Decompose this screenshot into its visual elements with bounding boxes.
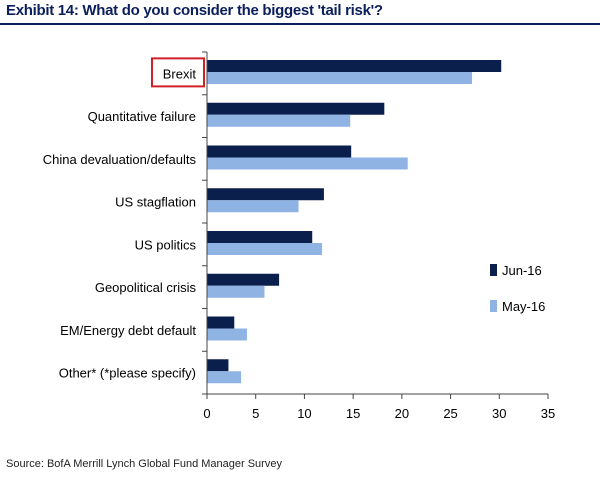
bar-jun16-5	[207, 231, 313, 243]
bar-jun16-8	[207, 359, 229, 372]
source-note: Source: BofA Merrill Lynch Global Fund M…	[6, 458, 282, 470]
x-tick-label: 30	[492, 406, 506, 421]
legend-swatch-may16	[490, 300, 497, 312]
bar-may16-1	[207, 72, 473, 84]
category-labels: Brexit Quantitative failure China devaluat…	[43, 57, 205, 381]
bar-may16-6	[207, 285, 265, 298]
bar-jun16-3	[207, 145, 352, 158]
bar-chart: Brexit Quantitative failure China devaluat…	[43, 51, 555, 421]
x-tick-label: 35	[541, 406, 555, 421]
title-rule	[0, 23, 600, 25]
category-label: US stagflation	[115, 195, 196, 210]
bar-may16-3	[207, 157, 408, 170]
bar-jun16-6	[207, 273, 280, 286]
x-tick-label: 20	[395, 406, 409, 421]
category-label: US politics	[135, 237, 197, 252]
category-label: Brexit	[163, 66, 197, 81]
legend: Jun-16 May-16	[490, 263, 545, 314]
bar-jun16-4	[207, 188, 324, 201]
legend-swatch-jun16	[490, 264, 497, 276]
category-label: Quantitative failure	[88, 109, 196, 124]
bar-jun16-2	[207, 102, 385, 115]
bar-jun16-1	[207, 60, 502, 72]
x-tick-label: 25	[443, 406, 457, 421]
legend-label-may16: May-16	[502, 299, 545, 314]
bar-jun16-7	[207, 316, 235, 329]
x-tick-label: 15	[346, 406, 360, 421]
x-tick-label: 0	[203, 406, 210, 421]
bar-may16-4	[207, 200, 299, 213]
x-axis: 0 5 10 15 20 25 30 35	[202, 51, 555, 421]
bar-may16-8	[207, 371, 242, 384]
x-tick-label: 10	[297, 406, 311, 421]
category-label: EM/Energy debt default	[60, 323, 196, 338]
category-label: Other* (*please specify)	[59, 366, 196, 381]
bar-may16-2	[207, 114, 351, 127]
legend-label-jun16: Jun-16	[502, 263, 542, 278]
bar-may16-5	[207, 243, 322, 255]
x-tick-label: 5	[252, 406, 259, 421]
category-label: Geopolitical crisis	[95, 280, 197, 295]
bars-group	[207, 60, 502, 384]
bar-may16-7	[207, 328, 247, 341]
chart-title: Exhibit 14: What do you consider the big…	[6, 2, 383, 19]
category-label: China devaluation/defaults	[43, 152, 197, 167]
highlight-box	[151, 57, 205, 88]
